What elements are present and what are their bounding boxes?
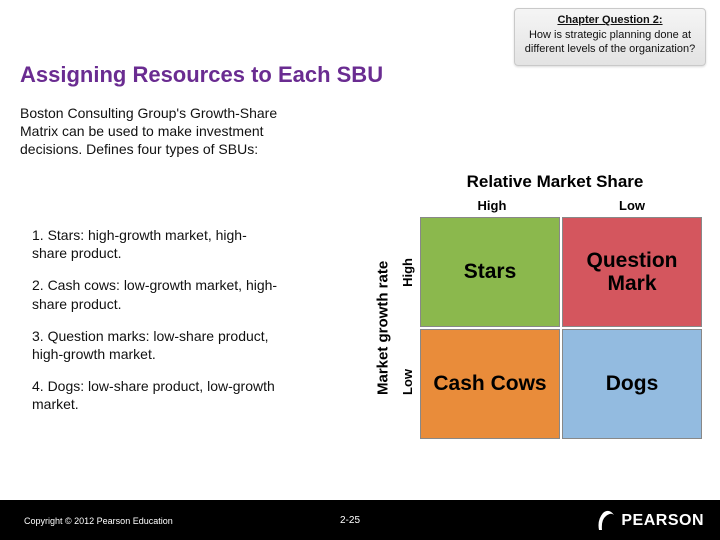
list-item: 1. Stars: high-growth market, high-share…: [32, 226, 280, 262]
copyright-text: Copyright © 2012 Pearson Education: [24, 516, 173, 526]
bcg-matrix: Relative Market Share High Low Market gr…: [372, 172, 704, 439]
sbu-list: 1. Stars: high-growth market, high-share…: [32, 226, 280, 428]
intro-paragraph: Boston Consulting Group's Growth-Share M…: [20, 104, 280, 159]
row-header-low: Low: [400, 369, 415, 395]
matrix-y-axis-title: Market growth rate: [372, 217, 394, 439]
col-header-high: High: [422, 198, 562, 213]
cell-dogs: Dogs: [562, 329, 702, 439]
pearson-logo: PEARSON: [597, 510, 704, 532]
matrix-x-axis-title: Relative Market Share: [406, 172, 704, 192]
chapter-question-box: Chapter Question 2: How is strategic pla…: [514, 8, 706, 66]
matrix-column-headers: High Low: [422, 198, 704, 213]
pearson-brand-text: PEARSON: [621, 512, 704, 530]
matrix-grid: Stars Question Mark Cash Cows Dogs: [420, 217, 702, 439]
cell-question-mark: Question Mark: [562, 217, 702, 327]
matrix-row-headers: High Low: [394, 217, 420, 439]
chapter-label: Chapter Question 2:: [523, 14, 697, 26]
cell-cash-cows: Cash Cows: [420, 329, 560, 439]
col-header-low: Low: [562, 198, 702, 213]
list-item: 3. Question marks: low-share product, hi…: [32, 327, 280, 363]
list-item: 2. Cash cows: low-growth market, high-sh…: [32, 276, 280, 312]
row-header-high: High: [400, 258, 415, 287]
pearson-swoosh-icon: [597, 510, 615, 532]
cell-stars: Stars: [420, 217, 560, 327]
footer-bar: Copyright © 2012 Pearson Education 2-25 …: [0, 500, 720, 540]
chapter-question-text: How is strategic planning done at differ…: [523, 29, 697, 57]
list-item: 4. Dogs: low-share product, low-growth m…: [32, 377, 280, 413]
page-title: Assigning Resources to Each SBU: [20, 62, 383, 88]
page-number: 2-25: [340, 515, 360, 526]
